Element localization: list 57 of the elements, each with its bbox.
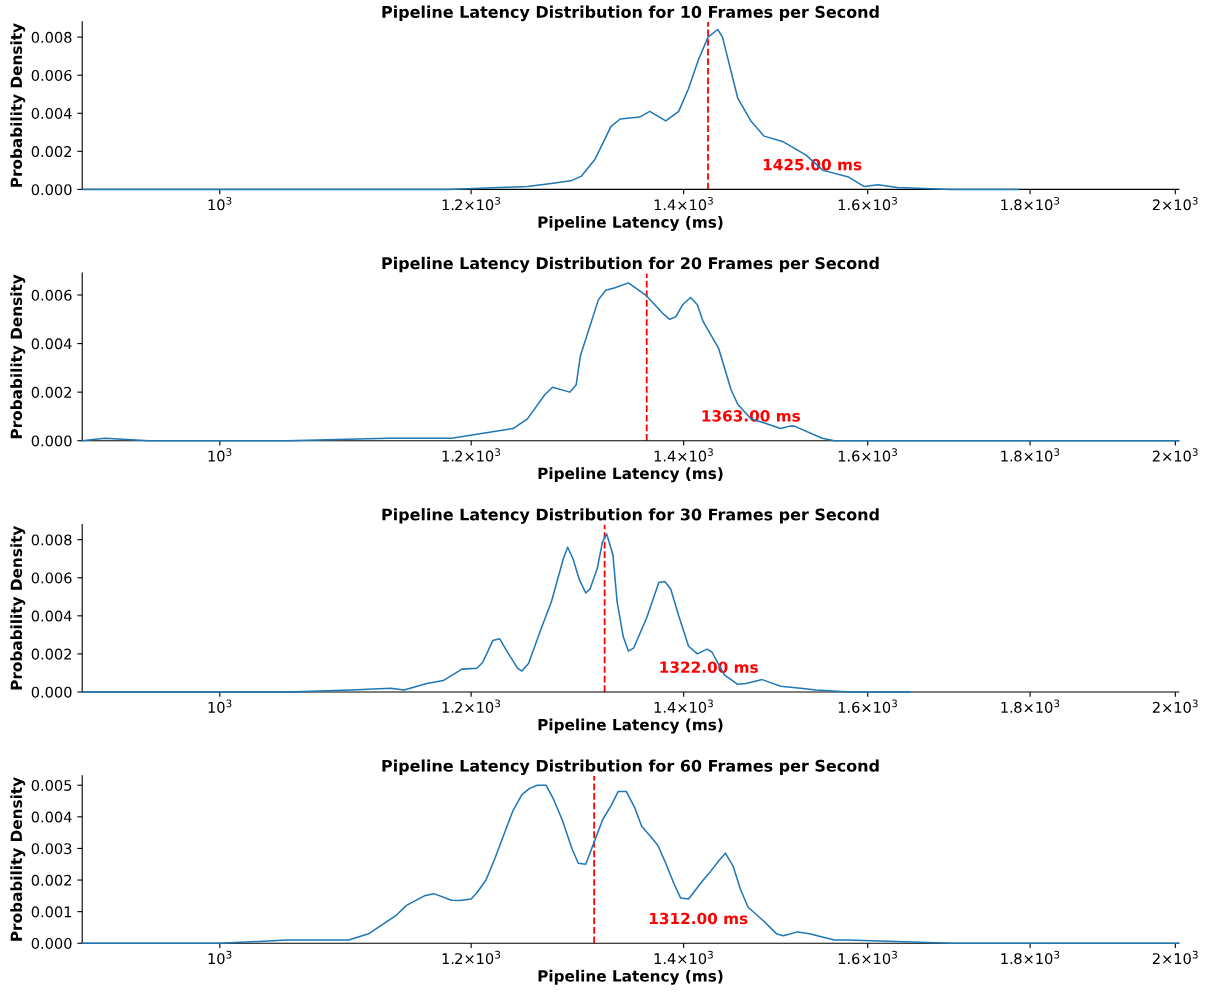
y-axis-title: Probability Density bbox=[10, 274, 26, 439]
chart-title: Pipeline Latency Distribution for 20 Frames per Second bbox=[382, 256, 879, 273]
x-tick-label: 2×10$^{3}$ bbox=[1152, 950, 1198, 965]
x-axis-title: Pipeline Latency (ms) bbox=[538, 216, 723, 231]
y-axis-title: Probability Density bbox=[10, 525, 26, 690]
x-tick-label: 1.4×10$^{3}$ bbox=[654, 448, 713, 462]
y-tick-label: 0.002 bbox=[31, 874, 72, 886]
x-tick-label: 10$^{3}$ bbox=[208, 950, 232, 965]
chart-title: Pipeline Latency Distribution for 10 Frames per Second bbox=[382, 5, 879, 22]
y-tick-label: 0.004 bbox=[31, 610, 72, 622]
chart-title: Pipeline Latency Distribution for 60 Frames per Second bbox=[382, 759, 879, 776]
chart-title: Pipeline Latency Distribution for 30 Frames per Second bbox=[382, 508, 879, 524]
x-tick-label: 1.8×10$^{3}$ bbox=[1001, 699, 1060, 713]
y-tick-label: 0.000 bbox=[31, 435, 72, 447]
y-tick-label: 0.004 bbox=[31, 811, 72, 823]
y-axis-title: Probability Density bbox=[10, 23, 26, 187]
x-tick-label: 1.2×10$^{3}$ bbox=[442, 950, 501, 965]
x-tick-label: 1.6×10$^{3}$ bbox=[838, 950, 897, 965]
y-tick-label: 0.004 bbox=[31, 107, 72, 120]
x-tick-label: 1.4×10$^{3}$ bbox=[654, 950, 713, 965]
ref-line-label: 1312.00 ms bbox=[649, 912, 748, 925]
y-tick-label: 0.006 bbox=[31, 289, 72, 301]
x-tick-label: 1.6×10$^{3}$ bbox=[838, 196, 897, 211]
y-tick-label: 0.000 bbox=[31, 184, 72, 196]
x-tick-label: 1.6×10$^{3}$ bbox=[838, 699, 897, 713]
x-tick-label: 2×10$^{3}$ bbox=[1152, 448, 1198, 462]
y-tick-label: 0.008 bbox=[31, 31, 72, 43]
y-tick-label: 0.000 bbox=[31, 937, 72, 950]
x-tick-label: 1.2×10$^{3}$ bbox=[442, 448, 501, 462]
y-tick-label: 0.002 bbox=[31, 146, 72, 158]
x-tick-label: 1.8×10$^{3}$ bbox=[1001, 448, 1060, 462]
y-tick-label: 0.000 bbox=[31, 686, 72, 698]
y-tick-label: 0.002 bbox=[31, 648, 72, 660]
y-tick-label: 0.006 bbox=[31, 572, 72, 584]
x-tick-label: 1.6×10$^{3}$ bbox=[838, 448, 897, 462]
x-axis-title: Pipeline Latency (ms) bbox=[538, 718, 723, 734]
x-tick-label: 1.8×10$^{3}$ bbox=[1001, 196, 1060, 211]
x-tick-label: 1.2×10$^{3}$ bbox=[442, 196, 501, 211]
y-tick-label: 0.008 bbox=[31, 534, 72, 546]
x-axis-title: Pipeline Latency (ms) bbox=[538, 467, 723, 483]
y-axis-title: Probability Density bbox=[10, 777, 26, 941]
y-tick-label: 0.002 bbox=[31, 386, 72, 398]
y-tick-label: 0.004 bbox=[31, 338, 72, 350]
x-tick-label: 1.8×10$^{3}$ bbox=[1001, 950, 1060, 965]
y-tick-label: 0.005 bbox=[31, 779, 72, 791]
y-tick-label: 0.001 bbox=[31, 906, 72, 918]
x-tick-label: 1.4×10$^{3}$ bbox=[654, 196, 713, 211]
x-axis-title: Pipeline Latency (ms) bbox=[538, 969, 723, 985]
x-tick-label: 10$^{3}$ bbox=[208, 699, 232, 713]
x-tick-label: 10$^{3}$ bbox=[208, 196, 232, 211]
y-tick-label: 0.006 bbox=[31, 69, 72, 81]
x-tick-label: 1.4×10$^{3}$ bbox=[654, 699, 713, 713]
y-tick-label: 0.003 bbox=[31, 843, 72, 855]
x-tick-label: 10$^{3}$ bbox=[208, 448, 232, 462]
x-tick-label: 2×10$^{3}$ bbox=[1152, 196, 1198, 211]
x-tick-label: 2×10$^{3}$ bbox=[1152, 699, 1198, 713]
x-tick-label: 1.2×10$^{3}$ bbox=[442, 699, 501, 713]
